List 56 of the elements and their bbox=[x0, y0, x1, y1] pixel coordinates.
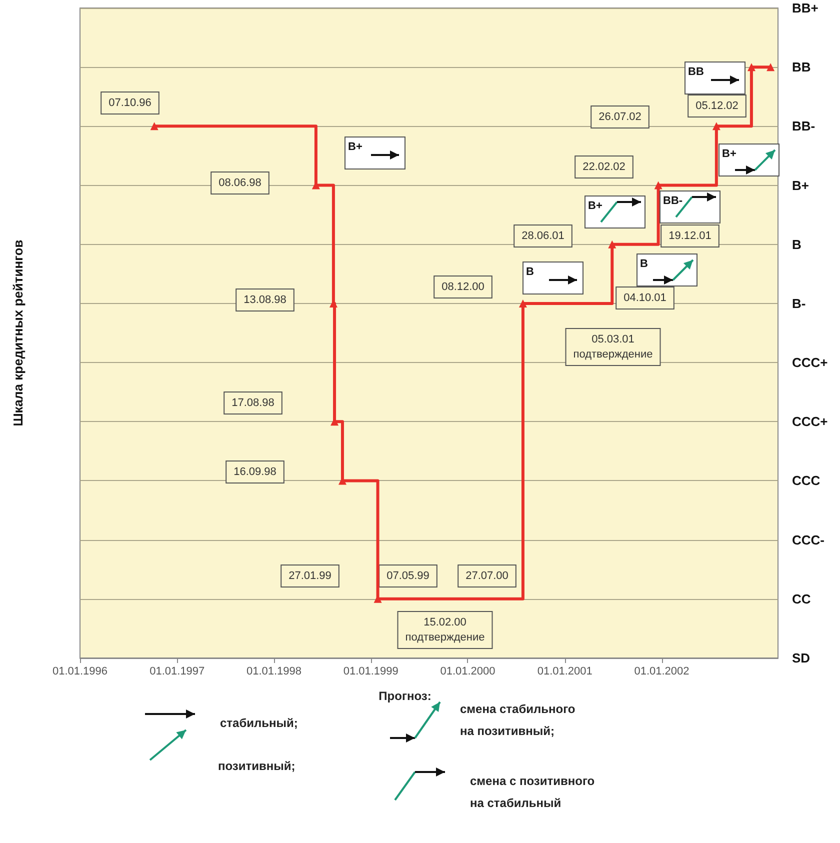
annotation: 27.07.00 bbox=[466, 570, 508, 582]
point bbox=[608, 240, 616, 248]
x-tick-label: 01.01.1998 bbox=[246, 666, 302, 678]
text: Прогноз: bbox=[378, 689, 432, 703]
point bbox=[150, 122, 158, 130]
annotation: 19.12.01 bbox=[668, 230, 712, 242]
x-tick-label: 01.01.1997 bbox=[150, 666, 205, 678]
x-tick-label: 01.01.2000 bbox=[440, 666, 496, 678]
text: позитивный; bbox=[218, 759, 296, 773]
x-tick-label: 01.01.2001 bbox=[537, 666, 592, 678]
y-axis-title: Шкала кредитных рейтингов bbox=[10, 240, 26, 426]
x-tick-label: 01.01.1996 bbox=[52, 666, 108, 678]
text: стабильный; bbox=[220, 716, 298, 730]
annotation: 16.09.98 bbox=[234, 466, 276, 478]
text: CCC+ bbox=[792, 414, 828, 430]
annotation: 26.07.02 bbox=[598, 111, 642, 123]
text: B+ bbox=[792, 178, 810, 193]
annotation: 07.05.99 bbox=[386, 570, 430, 582]
text: B bbox=[792, 236, 802, 252]
text: CCC+ bbox=[792, 355, 828, 370]
text: B- bbox=[792, 296, 806, 311]
text: CCC bbox=[792, 473, 821, 488]
annotation: 17.08.98 bbox=[232, 397, 274, 409]
annotation: 08.12.00 bbox=[442, 281, 484, 293]
annotation: BB- bbox=[663, 195, 683, 207]
x-tick-label: 01.01.1999 bbox=[343, 666, 398, 678]
text: CC bbox=[792, 591, 812, 606]
point bbox=[766, 63, 775, 72]
point bbox=[712, 122, 720, 130]
text: CCC- bbox=[792, 532, 824, 548]
annotation: B bbox=[640, 258, 648, 270]
text: BB+ bbox=[792, 0, 819, 16]
annotation: 13.08.98 bbox=[244, 294, 286, 306]
annotation: 27.01.99 bbox=[288, 570, 332, 582]
text: BB bbox=[792, 60, 811, 75]
x-tick-label: 01.01.2002 bbox=[634, 666, 690, 678]
annotation: 15.02.00 подтверждение bbox=[405, 616, 485, 644]
text: смена с позитивного на стабильный bbox=[470, 774, 595, 810]
annotation: 28.06.01 bbox=[522, 230, 564, 242]
text: BB- bbox=[792, 118, 816, 134]
annotation: 08.06.98 bbox=[218, 177, 262, 189]
annotation: B+ bbox=[348, 141, 362, 153]
text: SD bbox=[792, 650, 810, 666]
annotation: B+ bbox=[588, 200, 602, 212]
annotation: B bbox=[526, 266, 534, 278]
point bbox=[518, 299, 527, 308]
annotation: 04.10.01 bbox=[624, 292, 666, 304]
text: смена стабильного на позитивный; bbox=[460, 702, 576, 738]
point bbox=[747, 63, 756, 72]
annotation: B+ bbox=[722, 148, 736, 160]
annotation: 22.02.02 bbox=[582, 161, 626, 173]
annotation: 05.03.01 подтверждение bbox=[573, 334, 653, 360]
annotation: BB bbox=[688, 66, 704, 78]
annotation: 05.12.02 bbox=[696, 100, 738, 112]
annotation: 07.10.96 bbox=[108, 97, 152, 109]
point bbox=[654, 181, 662, 190]
